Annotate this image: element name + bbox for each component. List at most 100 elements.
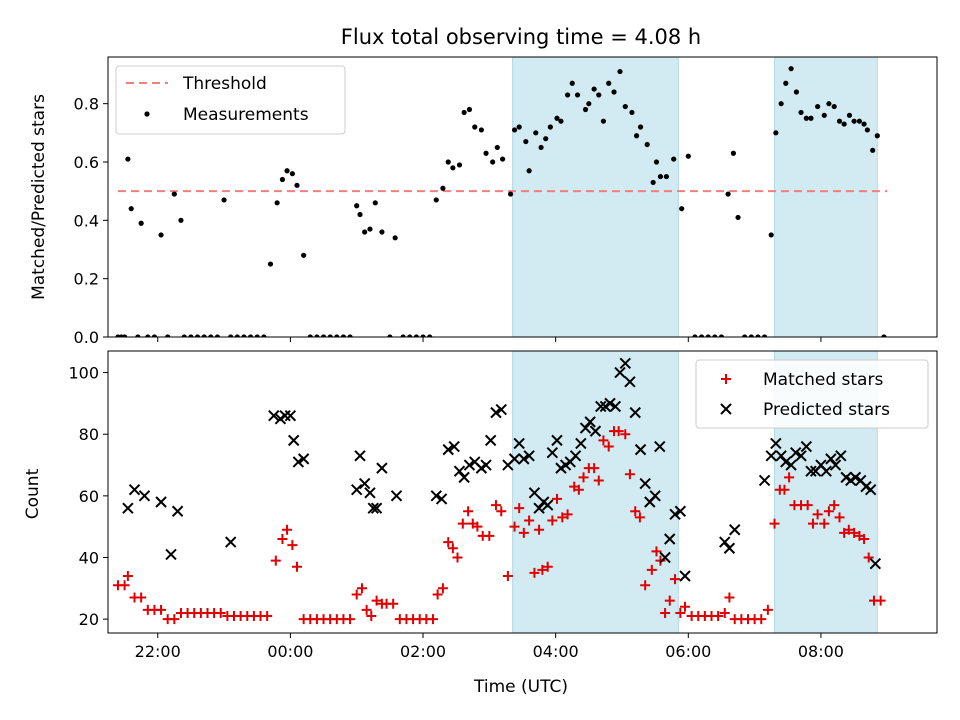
measurement-point xyxy=(808,115,814,121)
bottom-y-tick-label: 100 xyxy=(68,364,99,383)
top-plot-area: 0.0 0.2 0.4 0.6 0.8 Threshold Measurements xyxy=(74,56,938,347)
measurement-point xyxy=(629,109,635,116)
predicted-stars-point xyxy=(780,456,792,468)
legend-box xyxy=(115,65,346,135)
measurement-point xyxy=(151,334,158,337)
predicted-stars-point xyxy=(619,357,632,370)
matched-stars-point xyxy=(624,469,635,480)
predicted-stars-point xyxy=(533,502,545,514)
matched-stars-point xyxy=(490,500,501,511)
legend-predicted-label: Predicted stars xyxy=(763,400,890,420)
matched-stars-point xyxy=(640,580,651,591)
measurement-point xyxy=(861,121,867,127)
measurement-point xyxy=(181,334,187,337)
matched-stars-point xyxy=(388,598,399,609)
legend-matched-label: Matched stars xyxy=(763,370,883,390)
matched-stars-point xyxy=(277,534,288,544)
matched-stars-point xyxy=(427,614,438,625)
predicted-stars-point xyxy=(835,450,847,462)
predicted-stars-point xyxy=(659,551,671,564)
predicted-stars-point xyxy=(268,410,280,422)
measurement-point xyxy=(214,334,221,337)
top-y-tick-label: 0.4 xyxy=(74,211,99,230)
predicted-stars-point xyxy=(350,483,363,496)
predicted-stars-point xyxy=(155,496,167,508)
measurement-point xyxy=(864,127,870,133)
matched-stars-point xyxy=(136,592,147,603)
predicted-stars-point xyxy=(649,490,661,502)
legend-predicted-swatch xyxy=(720,403,732,415)
x-tick-label: 02:00 xyxy=(400,642,446,661)
bottom-series-1 xyxy=(122,357,882,582)
matched-stars-point xyxy=(823,506,834,517)
measurement-point xyxy=(596,92,602,98)
measurement-point xyxy=(440,185,446,191)
matched-stars-point xyxy=(829,500,840,511)
measurement-point xyxy=(413,334,419,337)
measurement-point xyxy=(538,144,544,151)
measurement-point xyxy=(564,92,571,98)
measurement-point xyxy=(600,118,607,124)
measurement-point xyxy=(427,334,433,337)
bottom-plot-area: 20 40 60 80 100 22:00 00:00 02:00 04:00 06:00 08:0… xyxy=(68,350,938,661)
predicted-stars-point xyxy=(629,406,641,419)
predicted-stars-point xyxy=(528,487,541,499)
matched-stars-point xyxy=(472,521,483,532)
matched-stars-point xyxy=(534,524,545,535)
matched-stars-point xyxy=(345,614,356,625)
x-tick-label: 06:00 xyxy=(665,642,711,661)
measurement-point xyxy=(357,211,363,218)
measurement-point xyxy=(611,89,617,95)
measurement-point xyxy=(725,191,731,197)
measurement-point xyxy=(815,103,821,110)
measurement-point xyxy=(742,334,748,337)
measurement-point xyxy=(526,168,532,174)
predicted-stars-point xyxy=(138,490,151,502)
predicted-stars-point xyxy=(279,410,291,422)
predicted-stars-point xyxy=(604,397,616,410)
measurement-point xyxy=(483,150,489,156)
top-series-0 xyxy=(115,66,887,337)
measurement-point xyxy=(247,334,254,337)
measurement-point xyxy=(171,191,177,197)
matched-stars-point xyxy=(620,429,631,440)
matched-stars-point xyxy=(660,607,671,618)
matched-stars-point xyxy=(529,567,540,578)
matched-stars-point xyxy=(524,515,535,526)
measurement-point xyxy=(507,191,514,197)
measurement-point xyxy=(228,334,234,337)
predicted-stars-point xyxy=(800,440,813,453)
top-axes-frame xyxy=(107,56,938,338)
predicted-stars-point xyxy=(723,542,736,554)
measurement-point xyxy=(433,197,439,203)
measurement-point xyxy=(367,226,373,232)
measurement-point xyxy=(178,217,184,223)
measurement-point xyxy=(881,334,887,337)
measurement-point xyxy=(523,138,529,145)
measurement-point xyxy=(761,334,768,337)
predicted-stars-point xyxy=(171,505,184,517)
top-legend: Threshold Measurements xyxy=(115,65,346,135)
x-tick-label: 08:00 xyxy=(798,642,844,661)
predicted-stars-point xyxy=(390,490,403,502)
predicted-stars-point xyxy=(551,434,563,447)
measurement-point xyxy=(165,334,171,337)
predicted-stars-point xyxy=(541,499,554,511)
predicted-stars-point xyxy=(292,456,305,468)
matched-stars-point xyxy=(443,537,454,548)
matched-stars-point xyxy=(646,564,657,575)
measurement-point xyxy=(650,179,656,186)
measurement-point xyxy=(773,130,779,136)
matched-stars-point xyxy=(670,574,681,585)
bottom-y-axis-label: Count xyxy=(23,468,43,519)
x-tick-label: 00:00 xyxy=(267,642,313,661)
matched-stars-point xyxy=(562,509,573,520)
predicted-stars-point xyxy=(569,450,582,462)
measurement-point xyxy=(793,89,800,95)
legend-measurements-label: Measurements xyxy=(183,105,309,125)
predicted-stars-point xyxy=(579,422,592,434)
measurement-point xyxy=(679,206,685,212)
matched-stars-point xyxy=(371,595,382,606)
measurement-point xyxy=(826,101,832,107)
matched-stars-point xyxy=(875,595,886,606)
